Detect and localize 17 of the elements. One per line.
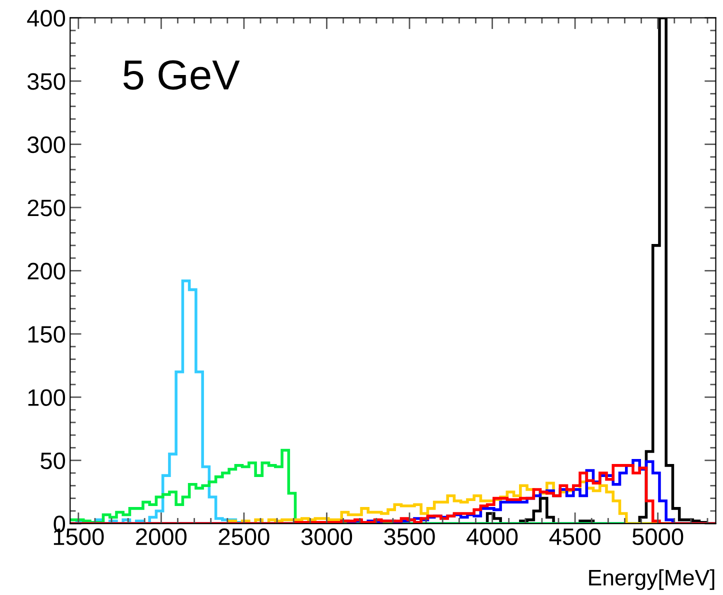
- x-axis-title: Energy[MeV]: [589, 569, 714, 590]
- y-tick-label: 200: [28, 262, 66, 280]
- y-tick-label: 300: [27, 136, 66, 154]
- y-tick-label: 50: [40, 452, 66, 470]
- x-tick-label: 4000: [466, 528, 518, 546]
- x-tick-label: 5000: [632, 528, 684, 546]
- x-tick-label: 3000: [301, 528, 352, 546]
- y-tick-label: 100: [28, 389, 66, 406]
- text: 5 GeV: [123, 60, 240, 90]
- y-tick-label: 400: [27, 10, 66, 27]
- y-tick-label: 250: [28, 200, 66, 216]
- x-tick-label: 2500: [218, 528, 270, 546]
- x-tick-label: 4500: [549, 528, 600, 546]
- y-tick-label: 350: [27, 73, 66, 90]
- x-tick-label: 2000: [136, 528, 187, 546]
- y-tick-label: 150: [28, 326, 66, 343]
- x-tick-label: 3500: [384, 528, 435, 546]
